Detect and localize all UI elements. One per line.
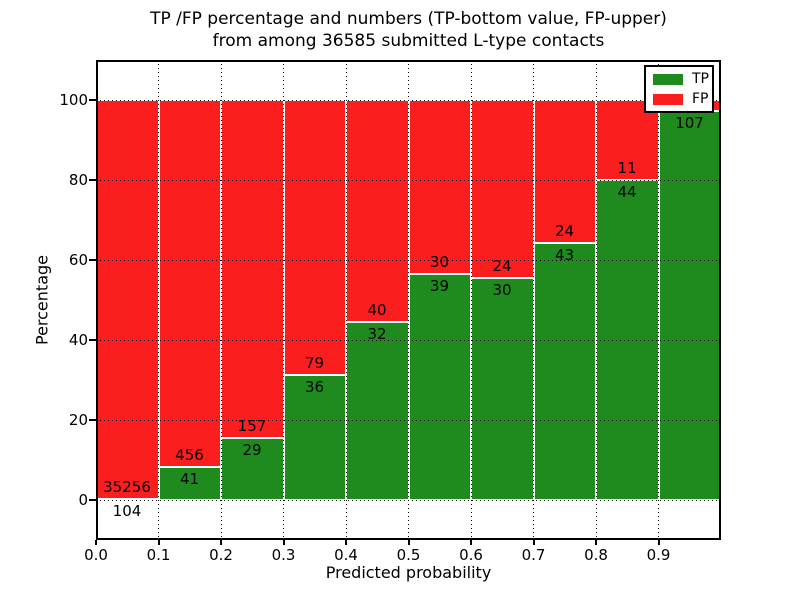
fp-bar-segment xyxy=(533,100,596,244)
bar-fp-count-label: 11 xyxy=(617,159,637,177)
y-tick-mark xyxy=(89,339,96,341)
fp-bar-segment xyxy=(96,100,159,499)
tp-bar-segment xyxy=(658,110,721,500)
vertical-gridline xyxy=(595,60,597,540)
y-tick-mark xyxy=(89,99,96,101)
bar-tp-count-label: 41 xyxy=(179,470,200,489)
bar-tp-count-label: 104 xyxy=(112,501,142,520)
legend-row: FP xyxy=(653,92,709,107)
vertical-gridline xyxy=(408,60,409,540)
y-tick-mark xyxy=(89,179,96,181)
bar-fp-count-label: 157 xyxy=(237,416,267,435)
horizontal-gridline xyxy=(96,340,721,341)
y-tick-label: 0 xyxy=(78,491,88,509)
vertical-gridline xyxy=(533,60,534,540)
x-tick-mark xyxy=(95,540,97,545)
y-tick-mark xyxy=(89,419,96,421)
bar-fp-count-label: 79 xyxy=(304,353,325,372)
x-axis-label: Predicted probability xyxy=(325,563,492,582)
vertical-gridline xyxy=(470,60,472,540)
x-tick-mark xyxy=(532,540,535,545)
horizontal-gridline xyxy=(96,260,721,261)
bar-tp-count-label: 107 xyxy=(675,113,704,132)
tp-bar-segment xyxy=(283,374,346,500)
bar-fp-count-label: 456 xyxy=(175,446,204,465)
x-tick-mark xyxy=(157,540,160,545)
legend-label: TP xyxy=(692,71,709,87)
y-tick-mark xyxy=(89,259,96,261)
x-tick-label: 0.8 xyxy=(584,546,608,564)
x-tick-mark xyxy=(407,540,410,545)
vertical-gridline xyxy=(345,60,347,540)
bar-tp-count-label: 43 xyxy=(554,246,575,265)
fp-bar-segment xyxy=(158,100,221,468)
x-tick-mark xyxy=(657,540,660,545)
x-tick-label: 0.9 xyxy=(646,546,671,564)
x-tick-label: 0.2 xyxy=(209,546,233,564)
tp-bar-segment xyxy=(471,277,534,500)
legend: TP FP xyxy=(644,65,714,113)
bar-fp-count-label: 40 xyxy=(367,301,387,320)
x-tick-label: 0.4 xyxy=(334,546,358,564)
horizontal-gridline xyxy=(96,420,721,421)
bar-fp-count-label: 24 xyxy=(554,222,575,241)
bar-tp-count-label: 39 xyxy=(429,277,450,295)
fp-bar-segment xyxy=(408,100,471,274)
fp-bar-segment xyxy=(471,100,534,278)
bar-fp-count-label: 35256 xyxy=(103,477,151,496)
x-tick-mark xyxy=(595,540,597,545)
x-tick-label: 0.5 xyxy=(396,546,421,564)
bar-tp-count-label: 30 xyxy=(492,280,512,299)
x-tick-label: 0.3 xyxy=(271,546,296,564)
bar-tp-count-label: 36 xyxy=(304,377,325,396)
horizontal-gridline xyxy=(96,500,721,501)
tp-bar-segment xyxy=(346,322,409,500)
y-tick-label: 40 xyxy=(68,331,88,349)
horizontal-gridline xyxy=(96,180,721,181)
bar-fp-count-label: 24 xyxy=(492,256,512,275)
tp-bar-segment xyxy=(533,243,596,500)
chart-title: TP /FP percentage and numbers (TP-bottom… xyxy=(96,8,721,52)
fp-bar-segment xyxy=(346,100,409,323)
vertical-gridline xyxy=(283,60,284,540)
fp-bar-segment xyxy=(221,100,284,438)
fp-legend-swatch xyxy=(653,94,683,105)
x-tick-mark xyxy=(282,540,285,545)
y-tick-label: 20 xyxy=(68,411,88,429)
vertical-gridline xyxy=(220,60,222,540)
chart-title-line2: from among 36585 submitted L-type contac… xyxy=(212,31,605,51)
horizontal-gridline xyxy=(96,100,721,101)
bar-tp-count-label: 32 xyxy=(367,325,387,344)
x-tick-mark xyxy=(345,540,347,545)
bar-fp-count-label: 30 xyxy=(429,253,450,271)
x-tick-label: 0.1 xyxy=(146,546,171,564)
plot-area: 35256 104 456 41 157 29 79 36 40 32 30 39 24 30 24 43 11… xyxy=(89,60,721,545)
y-tick-mark xyxy=(89,499,96,501)
x-tick-mark xyxy=(470,540,472,545)
vertical-gridline xyxy=(658,60,659,540)
vertical-gridline xyxy=(158,60,159,540)
y-tick-label: 60 xyxy=(68,251,88,269)
bar-tp-count-label: 29 xyxy=(242,440,262,459)
y-tick-label: 100 xyxy=(59,91,88,109)
bar-tp-count-label: 44 xyxy=(617,183,637,201)
x-tick-label: 0.0 xyxy=(84,546,108,564)
fp-bar-segment xyxy=(283,100,346,375)
chart-title-line1: TP /FP percentage and numbers (TP-bottom… xyxy=(150,9,667,29)
x-tick-label: 0.6 xyxy=(459,546,483,564)
tp-legend-swatch xyxy=(653,74,683,85)
x-tick-mark xyxy=(220,540,222,545)
legend-label: FP xyxy=(692,91,709,107)
x-tick-label: 0.7 xyxy=(521,546,546,564)
y-axis-label: Percentage xyxy=(32,254,52,346)
tp-bar-segment xyxy=(408,274,471,500)
legend-row: TP xyxy=(653,72,709,87)
y-tick-label: 80 xyxy=(68,171,88,189)
